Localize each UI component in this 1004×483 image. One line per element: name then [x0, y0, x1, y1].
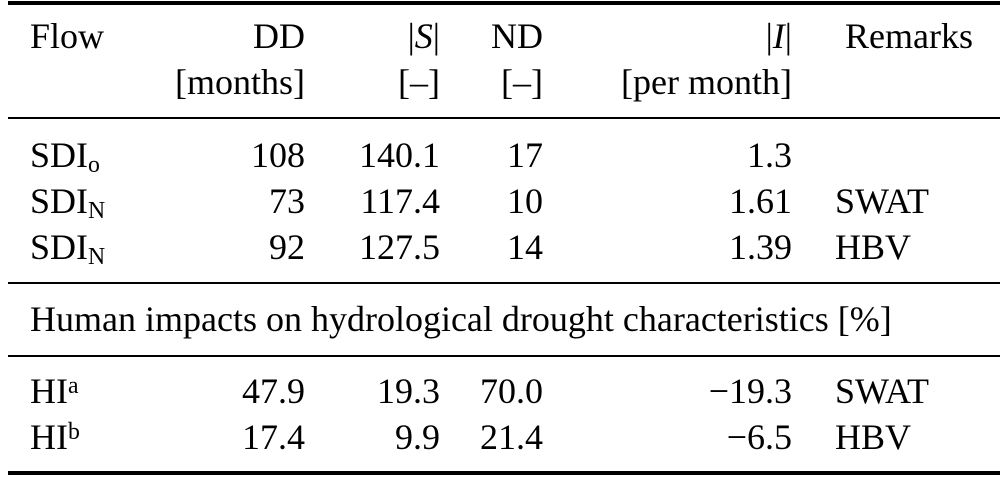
flow-base: SDI: [30, 227, 89, 267]
header-intensity-label: |I|: [543, 13, 792, 59]
header-severity-unit: [–]: [398, 62, 440, 102]
header-nd: ND [–]: [440, 13, 543, 105]
abs-bar: |: [765, 16, 773, 56]
flow-base: SDI: [30, 135, 89, 175]
severity-value: 19.3: [377, 371, 440, 411]
nd-value: 70.0: [480, 371, 543, 411]
header-intensity-unit: [per month]: [621, 62, 792, 102]
nd-value: 14: [507, 227, 543, 267]
table-header-row: Flow DD [months] |S| [–] ND [–] |I| [per…: [8, 5, 1000, 119]
flow-superscript: b: [68, 419, 80, 446]
header-severity-label: |S|: [305, 13, 440, 59]
table-row: HIa 47.9 19.3 70.0 −19.3 SWAT: [8, 368, 1000, 414]
sdi-rows-section: SDIo 108 140.1 17 1.3 SDIN 73 117.4 10 1…: [8, 119, 1000, 284]
intensity-symbol: I: [772, 16, 785, 56]
severity-value: 140.1: [359, 135, 440, 175]
remarks-value: SWAT: [835, 371, 930, 411]
header-flow: Flow: [8, 13, 168, 59]
table-row: SDIo 108 140.1 17 1.3: [8, 132, 1000, 178]
flow-subscript: N: [88, 244, 106, 271]
drought-characteristics-table: Flow DD [months] |S| [–] ND [–] |I| [per…: [8, 1, 1000, 475]
intensity-value: 1.3: [747, 135, 792, 175]
hi-rows-section: HIa 47.9 19.3 70.0 −19.3 SWAT HIb 17.4 9…: [8, 357, 1000, 471]
flow-label: SDIN: [8, 224, 168, 270]
intensity-value: 1.39: [729, 227, 792, 267]
severity-value: 9.9: [395, 417, 440, 457]
flow-label: SDIN: [8, 178, 168, 224]
flow-label: HIb: [8, 414, 168, 460]
intensity-value: −19.3: [708, 371, 792, 411]
nd-value: 21.4: [480, 417, 543, 457]
flow-superscript: a: [68, 373, 79, 400]
dd-value: 73: [269, 181, 305, 221]
dd-value: 17.4: [242, 417, 305, 457]
flow-base: HI: [30, 417, 68, 457]
header-severity: |S| [–]: [305, 13, 440, 105]
header-intensity: |I| [per month]: [543, 13, 792, 105]
table-row: SDIN 92 127.5 14 1.39 HBV: [8, 224, 1000, 270]
nd-value: 17: [507, 135, 543, 175]
dd-value: 108: [251, 135, 305, 175]
dd-value: 47.9: [242, 371, 305, 411]
flow-base: HI: [30, 371, 68, 411]
header-remarks-label: Remarks: [845, 16, 973, 56]
severity-value: 117.4: [360, 181, 440, 221]
intensity-value: −6.5: [726, 417, 792, 457]
severity-value: 127.5: [359, 227, 440, 267]
section-title: Human impacts on hydrological drought ch…: [30, 299, 892, 339]
header-dd-unit: [months]: [175, 62, 305, 102]
flow-subscript: o: [88, 152, 100, 179]
abs-bar: |: [407, 16, 415, 56]
flow-base: SDI: [30, 181, 89, 221]
remarks-value: HBV: [835, 227, 912, 267]
table-row: SDIN 73 117.4 10 1.61 SWAT: [8, 178, 1000, 224]
section-title-row: Human impacts on hydrological drought ch…: [8, 284, 1000, 357]
header-flow-label: Flow: [30, 16, 105, 56]
header-dd: DD [months]: [168, 13, 305, 105]
header-nd-unit: [–]: [501, 62, 543, 102]
header-remarks: Remarks: [792, 13, 1000, 59]
intensity-value: 1.61: [729, 181, 792, 221]
flow-label: SDIo: [8, 132, 168, 178]
dd-value: 92: [269, 227, 305, 267]
remarks-value: HBV: [835, 417, 912, 457]
table-row: HIb 17.4 9.9 21.4 −6.5 HBV: [8, 414, 1000, 460]
remarks-value: SWAT: [835, 181, 930, 221]
header-nd-label: ND: [491, 16, 543, 56]
abs-bar: |: [432, 16, 440, 56]
nd-value: 10: [507, 181, 543, 221]
flow-label: HIa: [8, 368, 168, 414]
flow-subscript: N: [88, 198, 106, 225]
header-dd-label: DD: [253, 16, 305, 56]
severity-symbol: S: [414, 16, 433, 56]
abs-bar: |: [784, 16, 792, 56]
